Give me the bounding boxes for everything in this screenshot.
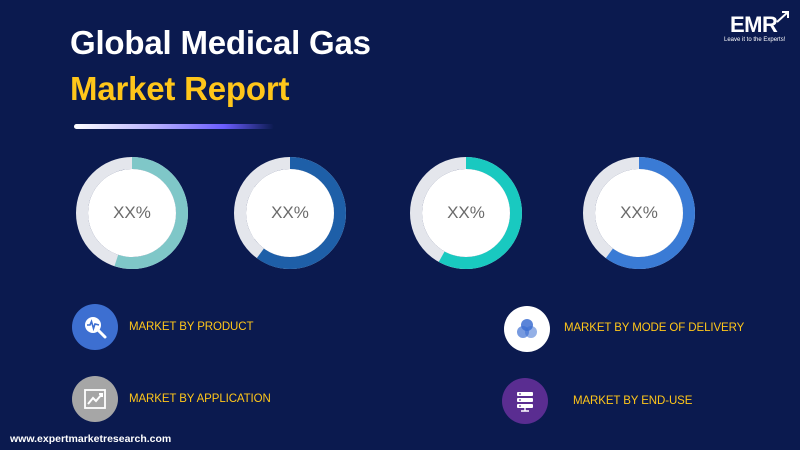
donut-value-label: XX% xyxy=(620,203,658,222)
magnifier-heartbeat-icon xyxy=(85,317,107,339)
page-title-line-1: Global Medical Gas xyxy=(70,24,371,61)
donut-value-label: XX% xyxy=(113,203,151,222)
segment-label-product: MARKET BY PRODUCT xyxy=(129,321,254,333)
donut-arc xyxy=(583,157,695,269)
logo-tagline: Leave it to the Experts! xyxy=(724,37,786,43)
footer-website-link[interactable]: www.expertmarketresearch.com xyxy=(10,433,172,445)
segment-label-application: MARKET BY APPLICATION xyxy=(129,393,271,405)
donut-value-label: XX% xyxy=(447,203,485,222)
donut-chart-4: XX% xyxy=(581,155,697,271)
donut-chart-2: XX% xyxy=(232,155,348,271)
donut-arc xyxy=(410,157,522,269)
line-chart-icon xyxy=(84,389,106,409)
donut-arc xyxy=(234,157,346,269)
delivery-segment-icon xyxy=(504,306,550,352)
segment-label-delivery: MARKET BY MODE OF DELIVERY xyxy=(564,322,745,334)
emr-logo: EMR Leave it to the Experts! xyxy=(724,11,790,46)
application-segment-icon xyxy=(72,376,118,422)
donut-chart-1: XX% xyxy=(74,155,190,271)
server-stack-icon xyxy=(517,392,533,412)
donut-arc xyxy=(76,157,188,269)
segment-label-end-use: MARKET BY END-USE xyxy=(573,395,693,407)
title-underline xyxy=(74,124,274,129)
logo-name: EMR xyxy=(730,12,778,37)
donut-value-label: XX% xyxy=(271,203,309,222)
end-use-segment-icon xyxy=(502,378,548,424)
growth-arrow-icon xyxy=(776,11,789,23)
donut-chart-3: XX% xyxy=(408,155,524,271)
product-segment-icon xyxy=(72,304,118,350)
page-title-line-2: Market Report xyxy=(70,70,290,107)
venn-circles-icon xyxy=(517,319,537,338)
